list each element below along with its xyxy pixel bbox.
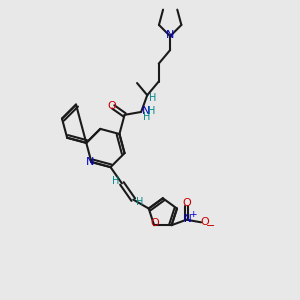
Text: N: N: [166, 30, 174, 40]
Text: N: N: [86, 157, 94, 167]
Text: H: H: [148, 106, 155, 116]
Text: +: +: [189, 210, 196, 219]
Text: N: N: [184, 214, 191, 224]
Text: H: H: [148, 93, 156, 103]
Text: O: O: [151, 218, 160, 228]
Text: H: H: [112, 176, 120, 186]
Text: O: O: [182, 198, 191, 208]
Text: N: N: [142, 106, 151, 116]
Text: O: O: [201, 217, 209, 227]
Text: −: −: [205, 221, 215, 231]
Text: H: H: [136, 196, 143, 207]
Text: H: H: [143, 112, 151, 122]
Text: O: O: [108, 101, 117, 111]
